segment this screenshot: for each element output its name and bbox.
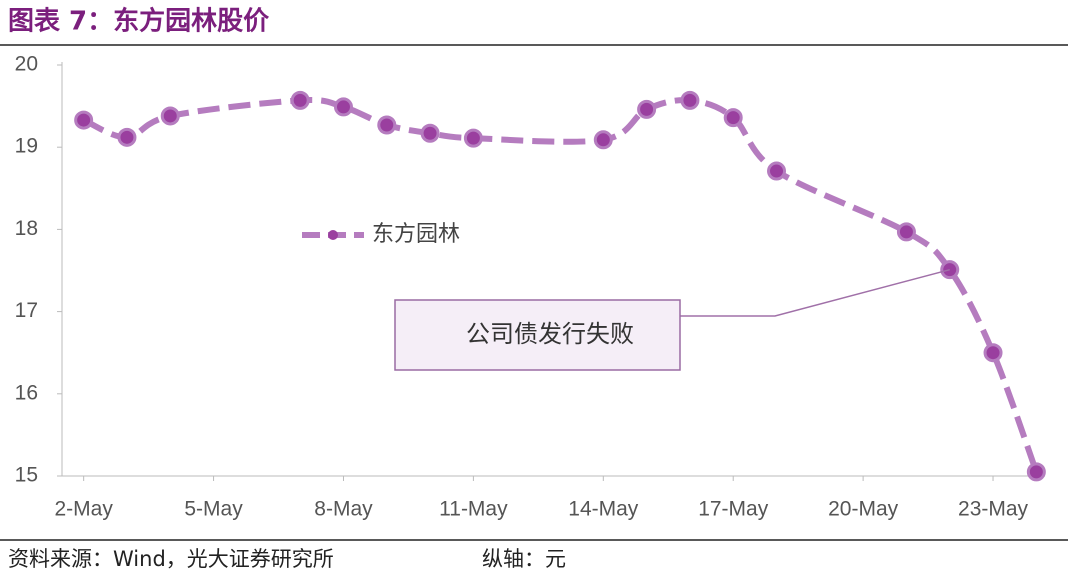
x-tick-label: 17-May [698, 498, 769, 521]
marker [896, 222, 916, 242]
marker [333, 97, 353, 117]
y-tick-label: 17 [15, 299, 38, 322]
annotation-leader [680, 268, 950, 317]
x-tick-label: 23-May [958, 498, 1029, 521]
x-tick-label: 2-May [54, 498, 113, 521]
marker [1026, 462, 1046, 482]
chart-title: 图表 7：东方园林股价 [8, 6, 270, 37]
marker [160, 106, 180, 126]
marker [74, 110, 94, 130]
marker [637, 99, 657, 119]
x-tick-label: 14-May [568, 498, 639, 521]
marker [117, 127, 137, 147]
line [82, 97, 1040, 473]
unit-note: 纵轴：元 [482, 547, 566, 571]
marker [723, 108, 743, 128]
annotation: 公司债发行失败 [466, 320, 634, 348]
x-tick-label: 11-May [439, 498, 508, 521]
x-tick-label: 8-May [314, 498, 373, 521]
marker [377, 115, 397, 135]
legend-marker [328, 230, 338, 240]
y-tick-label: 18 [15, 217, 38, 240]
annotation-box [394, 299, 681, 371]
y-tick-label: 19 [15, 135, 38, 158]
marker [767, 161, 787, 181]
marker [680, 90, 700, 110]
x-tick-label: 20-May [828, 498, 899, 521]
source: 资料来源：Wind，光大证券研究所 [8, 547, 334, 571]
marker [463, 128, 483, 148]
x-tick-label: 5-May [184, 498, 243, 521]
marker [983, 343, 1003, 363]
y-tick-label: 16 [15, 381, 38, 404]
y-tick-label: 15 [15, 464, 38, 487]
legend-label: 东方园林 [372, 222, 460, 247]
marker [420, 123, 440, 143]
marker [290, 90, 310, 110]
marker [593, 130, 613, 150]
y-tick-label: 20 [15, 53, 38, 76]
